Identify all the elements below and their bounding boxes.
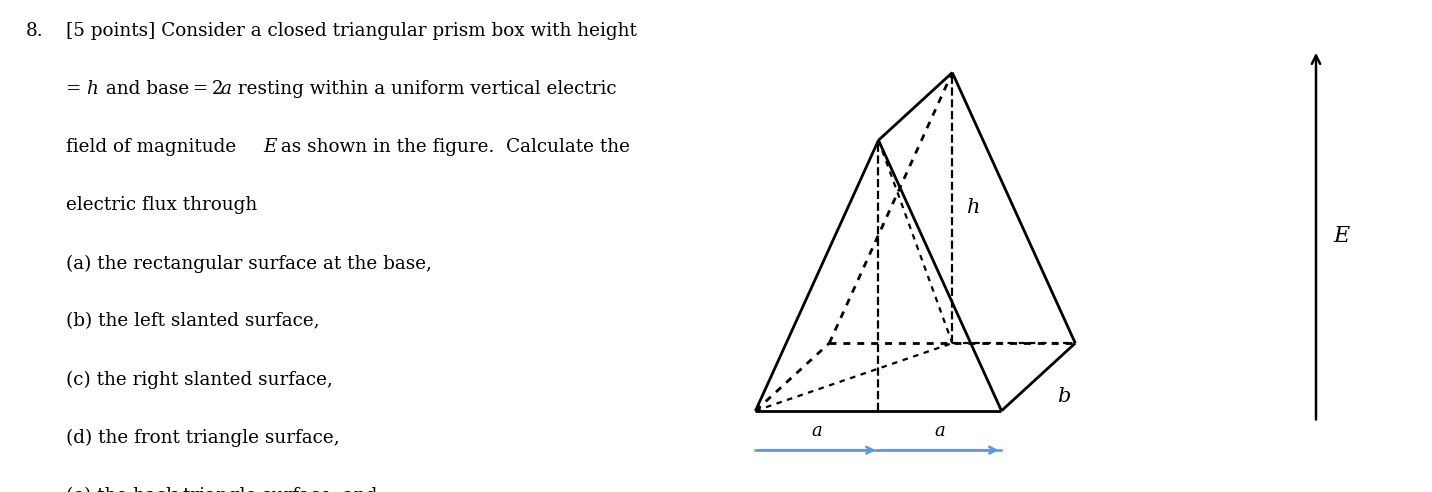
- Text: as shown in the figure.  Calculate the: as shown in the figure. Calculate the: [275, 138, 630, 156]
- Text: resting within a uniform vertical electric: resting within a uniform vertical electr…: [232, 80, 617, 98]
- Text: a: a: [812, 422, 822, 440]
- Text: (a) the rectangular surface at the base,: (a) the rectangular surface at the base,: [66, 254, 432, 273]
- Text: [5 points] Consider a closed triangular prism box with height: [5 points] Consider a closed triangular …: [66, 22, 637, 40]
- Text: (d) the front triangle surface,: (d) the front triangle surface,: [66, 429, 339, 447]
- Text: h: h: [967, 198, 981, 217]
- Text: 8.: 8.: [26, 22, 43, 40]
- Text: (e) the back triangle surface, and: (e) the back triangle surface, and: [66, 487, 377, 492]
- Text: field of magnitude: field of magnitude: [66, 138, 239, 156]
- Text: h: h: [86, 80, 97, 98]
- Text: a: a: [221, 80, 232, 98]
- Text: =: =: [66, 80, 84, 98]
- Text: E: E: [1333, 225, 1349, 247]
- Text: b: b: [1057, 387, 1070, 406]
- Text: (b) the left slanted surface,: (b) the left slanted surface,: [66, 312, 319, 331]
- Text: a: a: [935, 422, 945, 440]
- Text: electric flux through: electric flux through: [66, 196, 258, 215]
- Text: and base = 2: and base = 2: [100, 80, 223, 98]
- Text: E: E: [263, 138, 276, 156]
- Text: (c) the right slanted surface,: (c) the right slanted surface,: [66, 370, 332, 389]
